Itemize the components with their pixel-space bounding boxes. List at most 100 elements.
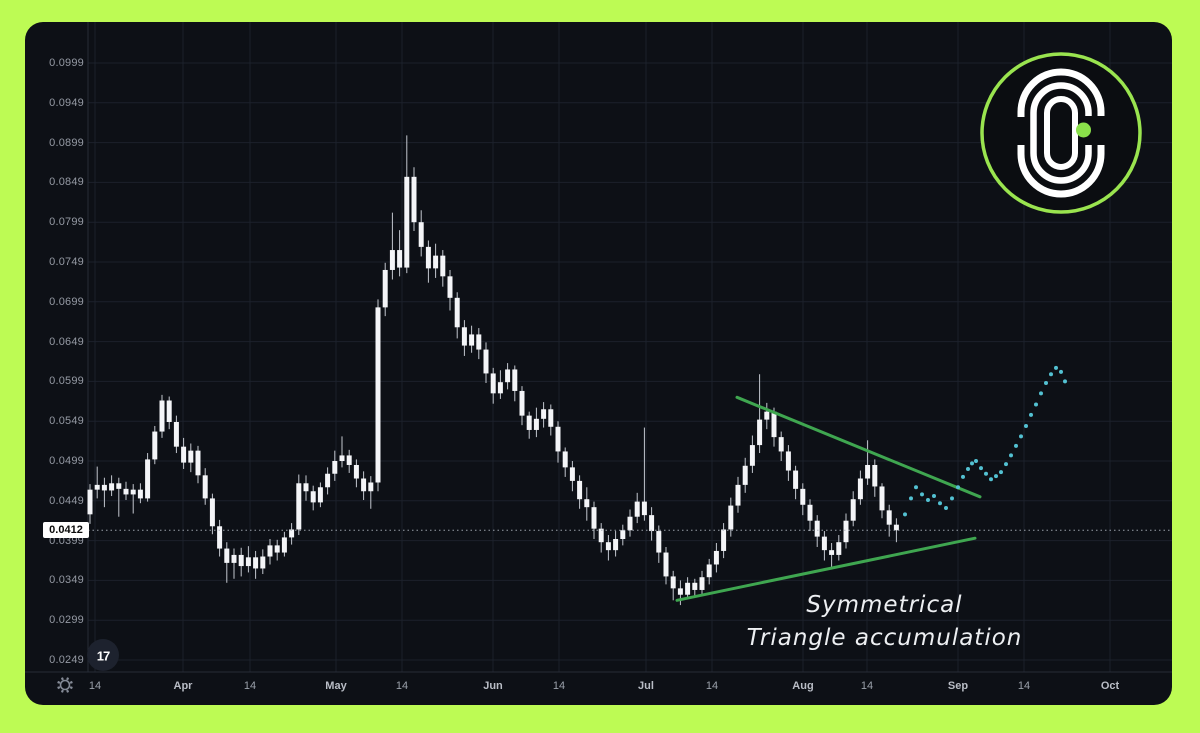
candle-body	[533, 418, 539, 430]
logo-outer-circle	[980, 52, 1142, 214]
price-tick-label: 0.0849	[49, 176, 84, 189]
candle-body	[562, 451, 568, 468]
logo-gap-left	[1014, 117, 1028, 145]
candle-body	[224, 548, 230, 563]
candle-body	[145, 459, 151, 499]
tradingview-logo-icon[interactable]: 17	[87, 639, 119, 671]
gear-tooth	[69, 680, 73, 684]
time-tick-day: 14	[705, 680, 719, 692]
projection-dot	[1059, 369, 1063, 374]
candle-body	[303, 483, 309, 492]
time-tick-month: Apr	[173, 680, 193, 692]
candle-body	[94, 484, 100, 490]
projection-dot	[1054, 365, 1058, 370]
triangle-trendlines[interactable]	[675, 395, 982, 602]
candle-body	[346, 455, 352, 465]
candle-body	[757, 419, 763, 446]
candle-body	[490, 373, 496, 394]
price-tick-label: 0.0949	[49, 96, 84, 109]
annotation-line-1: Symmetrical	[806, 592, 963, 618]
candle-body	[274, 545, 280, 553]
projection-dot	[970, 461, 974, 466]
candle-body	[267, 545, 273, 557]
candle-body	[627, 516, 633, 531]
projection-dot	[1029, 412, 1033, 417]
projection-dot	[1004, 462, 1008, 467]
candle-body	[793, 470, 799, 489]
projection-dot	[909, 496, 913, 501]
candle-body	[778, 437, 784, 452]
candle-body	[245, 557, 251, 567]
time-tick-month: Aug	[792, 680, 814, 692]
annotation-line-2: Triangle accumulation	[746, 625, 1023, 651]
candle-body	[771, 411, 777, 438]
projection-dot	[914, 485, 918, 490]
candle-body	[764, 411, 770, 420]
price-tick-label: 0.0449	[49, 494, 84, 507]
candle-body	[238, 554, 244, 567]
upper-trendline[interactable]	[735, 395, 982, 499]
candle-body	[893, 524, 899, 531]
projection-dot	[994, 474, 998, 479]
axis-borders	[25, 22, 1172, 673]
candle-body	[591, 507, 597, 529]
candle-body	[749, 445, 755, 466]
candle-body	[166, 400, 172, 422]
candle-body	[541, 409, 547, 419]
projection-dot	[956, 485, 960, 490]
projection-dotted-path[interactable]	[903, 365, 1067, 517]
projection-dot	[938, 501, 942, 506]
projection-dot	[903, 512, 907, 517]
price-tick-label: 0.0699	[49, 295, 84, 308]
candle-body	[548, 409, 554, 427]
candle-body	[289, 529, 295, 538]
candle-body	[461, 327, 467, 346]
tv-glyph: 17	[97, 649, 110, 664]
candle-body	[785, 451, 791, 471]
candle-body	[872, 464, 878, 487]
last-price-badge: 0.0412	[43, 522, 89, 538]
candle-body	[101, 484, 107, 491]
price-tick-label: 0.0499	[49, 455, 84, 467]
candle-body	[404, 176, 410, 268]
projection-dot	[989, 477, 993, 482]
candle-body	[692, 582, 698, 590]
projection-dot	[920, 492, 924, 497]
candle-body	[109, 483, 115, 491]
candle-body	[253, 557, 259, 569]
candle-body	[505, 369, 511, 383]
candle-body	[476, 334, 482, 350]
gear-tooth	[57, 680, 61, 684]
candle-body	[843, 520, 849, 543]
candle-body	[634, 501, 640, 517]
candle-body	[188, 450, 194, 463]
gear-tooth	[66, 677, 70, 681]
projection-dot	[926, 498, 930, 503]
lower-trendline[interactable]	[675, 536, 977, 602]
candle-body	[159, 400, 165, 432]
projection-dot	[966, 466, 970, 471]
candle-body	[814, 520, 820, 537]
candle-body	[886, 510, 892, 525]
candle-body	[418, 222, 424, 247]
candle-body	[353, 464, 359, 479]
time-tick-month: Sep	[947, 680, 969, 692]
projection-dot	[932, 494, 936, 499]
candle-body	[613, 539, 619, 551]
projection-dot	[999, 470, 1003, 475]
candle-body	[375, 307, 381, 483]
candle-body	[195, 450, 201, 476]
projection-dot	[961, 474, 965, 479]
candle-body	[663, 552, 669, 577]
tv-circle	[87, 639, 119, 671]
candle-body	[87, 489, 93, 515]
candle-body	[281, 537, 287, 553]
candle-body	[685, 582, 691, 595]
gear-icon[interactable]	[57, 677, 73, 693]
projection-dot	[1024, 423, 1028, 428]
candle-body	[598, 528, 604, 543]
candle-body	[116, 483, 122, 489]
projection-dot	[1019, 434, 1023, 439]
